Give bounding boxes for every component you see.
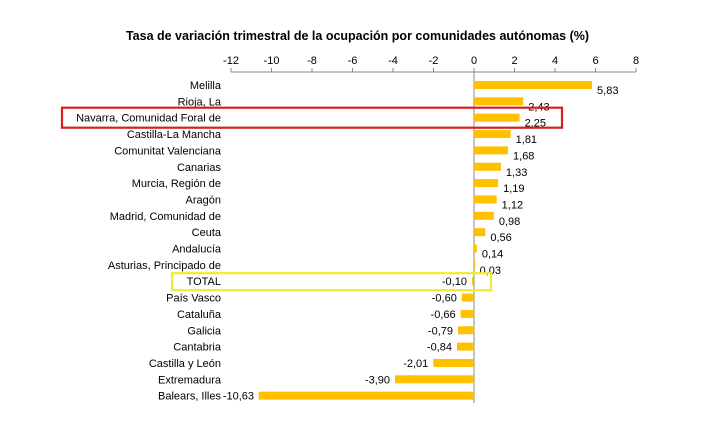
category-label: Aragón xyxy=(186,194,221,206)
data-label: 5,83 xyxy=(597,85,618,97)
category-label: Asturias, Principado de xyxy=(108,260,221,272)
bar xyxy=(395,375,474,384)
x-tick-label: 4 xyxy=(552,55,558,67)
data-label: -0,79 xyxy=(428,325,453,337)
bar xyxy=(474,260,476,269)
bar xyxy=(474,211,494,220)
x-tick-label: -10 xyxy=(264,55,280,67)
category-label: Murcia, Región de xyxy=(132,178,221,190)
data-label: -3,90 xyxy=(365,374,390,386)
category-label: Comunitat Valenciana xyxy=(114,145,222,157)
x-tick-label: -12 xyxy=(223,55,239,67)
bar xyxy=(474,162,501,171)
x-tick-label: 2 xyxy=(511,55,517,67)
data-label: 0,98 xyxy=(499,216,520,228)
bar xyxy=(474,81,593,89)
data-label: 1,12 xyxy=(502,199,523,211)
category-label: Melilla xyxy=(190,80,222,92)
data-label: 0,56 xyxy=(490,232,511,244)
data-label: -0,10 xyxy=(442,276,467,288)
bar xyxy=(474,97,524,106)
category-label: Galicia xyxy=(187,325,222,337)
chart-title: Tasa de variación trimestral de la ocupa… xyxy=(125,29,590,43)
x-tick-label: -6 xyxy=(348,55,358,67)
category-label: Castilla-La Mancha xyxy=(127,129,222,141)
category-label: Extremadura xyxy=(158,374,222,386)
data-label: 1,68 xyxy=(513,150,534,162)
bar xyxy=(461,293,474,302)
bar xyxy=(474,113,520,122)
category-label: Andalucía xyxy=(172,244,222,256)
bar xyxy=(474,179,499,188)
bar xyxy=(460,309,474,318)
data-label: -0,60 xyxy=(432,293,457,305)
bar xyxy=(474,195,497,204)
category-label: Navarra, Comunidad Foral de xyxy=(76,113,221,125)
data-label: -2,01 xyxy=(403,358,428,370)
category-label: País Vasco xyxy=(166,293,221,305)
data-label: -10,63 xyxy=(223,391,254,403)
x-tick-label: 6 xyxy=(592,55,598,67)
data-label: -0,66 xyxy=(431,309,456,321)
data-label: -0,84 xyxy=(427,342,452,354)
bar xyxy=(258,391,474,400)
bar xyxy=(474,244,477,253)
x-tick-label: -2 xyxy=(429,55,439,67)
x-tick-label: -4 xyxy=(388,55,398,67)
data-label: 0,14 xyxy=(482,249,503,261)
bar xyxy=(471,277,474,286)
bar xyxy=(458,326,474,335)
data-label: 1,33 xyxy=(506,167,527,179)
x-tick-label: -8 xyxy=(307,55,317,67)
category-label: Castilla y León xyxy=(149,358,221,370)
bar xyxy=(456,342,474,351)
category-label: Balears, Illes xyxy=(158,391,221,403)
x-tick-label: 0 xyxy=(471,55,477,67)
category-label: Cataluña xyxy=(177,309,222,321)
data-label: 1,19 xyxy=(503,183,524,195)
category-label: Rioja, La xyxy=(178,96,222,108)
bar xyxy=(474,146,509,155)
category-label: Cantabria xyxy=(173,342,222,354)
bar xyxy=(474,228,486,237)
bar xyxy=(433,358,474,367)
bar xyxy=(474,130,511,139)
highlight-box-navarra xyxy=(60,106,564,129)
x-tick-label: 8 xyxy=(633,55,639,67)
category-label: Madrid, Comunidad de xyxy=(110,211,221,223)
category-label: Canarias xyxy=(177,162,222,174)
category-label: TOTAL xyxy=(187,276,221,288)
category-label: Ceuta xyxy=(192,227,222,239)
highlight-box-total xyxy=(170,272,493,292)
data-label: 1,81 xyxy=(516,134,537,146)
